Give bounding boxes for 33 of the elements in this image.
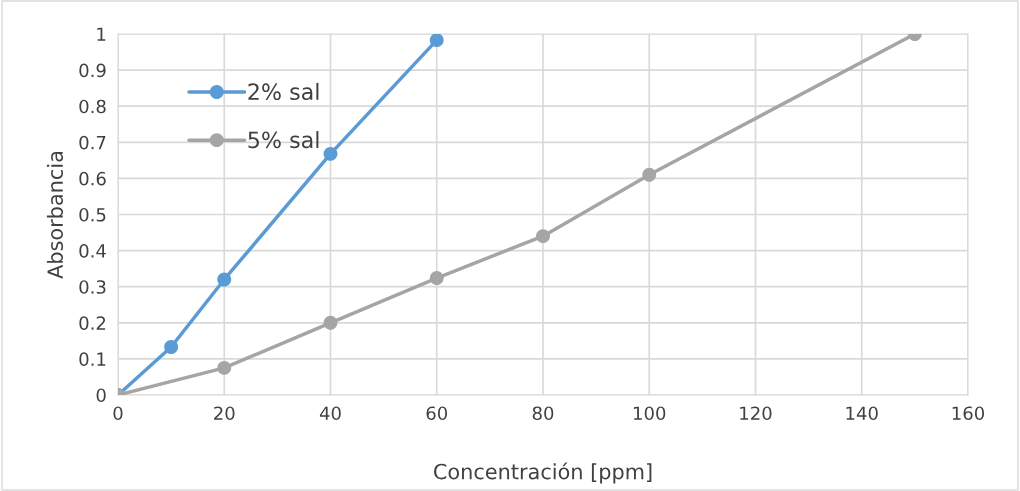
y-tick-label: 0.1: [79, 352, 106, 367]
point: [642, 167, 657, 182]
y-tick-label: 1: [97, 27, 106, 41]
x-tick-label: 100: [634, 406, 666, 421]
x-axis-title: Concentración [ppm]: [434, 462, 652, 484]
y-tick-label: 0.3: [79, 280, 106, 294]
x-tick-label: 20: [214, 406, 235, 421]
legend-label: 5% sal: [248, 131, 319, 149]
y-tick-label: 0.5: [79, 207, 106, 222]
point: [217, 360, 232, 375]
y-tick-label: 0.8: [79, 99, 106, 114]
x-tick-label: 120: [740, 406, 772, 421]
point: [217, 272, 232, 287]
point: [323, 146, 338, 161]
y-tick-label: 0.4: [79, 244, 106, 258]
point: [429, 271, 444, 285]
y-tick-label: 0: [96, 388, 106, 403]
x-tick-label: 0: [113, 406, 123, 421]
point: [536, 229, 550, 244]
x-tick-label: 140: [846, 406, 878, 421]
y-axis-title: Absorbancia: [46, 151, 64, 279]
legend-label: 2% sal: [248, 82, 319, 101]
y-tick-label: 0.2: [79, 316, 106, 330]
point: [323, 315, 338, 330]
x-tick-label: 60: [426, 406, 448, 421]
point: [164, 340, 179, 354]
y-tick-label: 0.9: [79, 63, 106, 78]
y-tick-label: 0.6: [79, 171, 106, 186]
x-tick-label: 160: [952, 406, 985, 421]
point: [429, 34, 444, 48]
x-tick-label: 80: [532, 406, 554, 421]
x-tick-label: 40: [319, 406, 341, 421]
y-tick-label: 0.7: [79, 135, 106, 150]
